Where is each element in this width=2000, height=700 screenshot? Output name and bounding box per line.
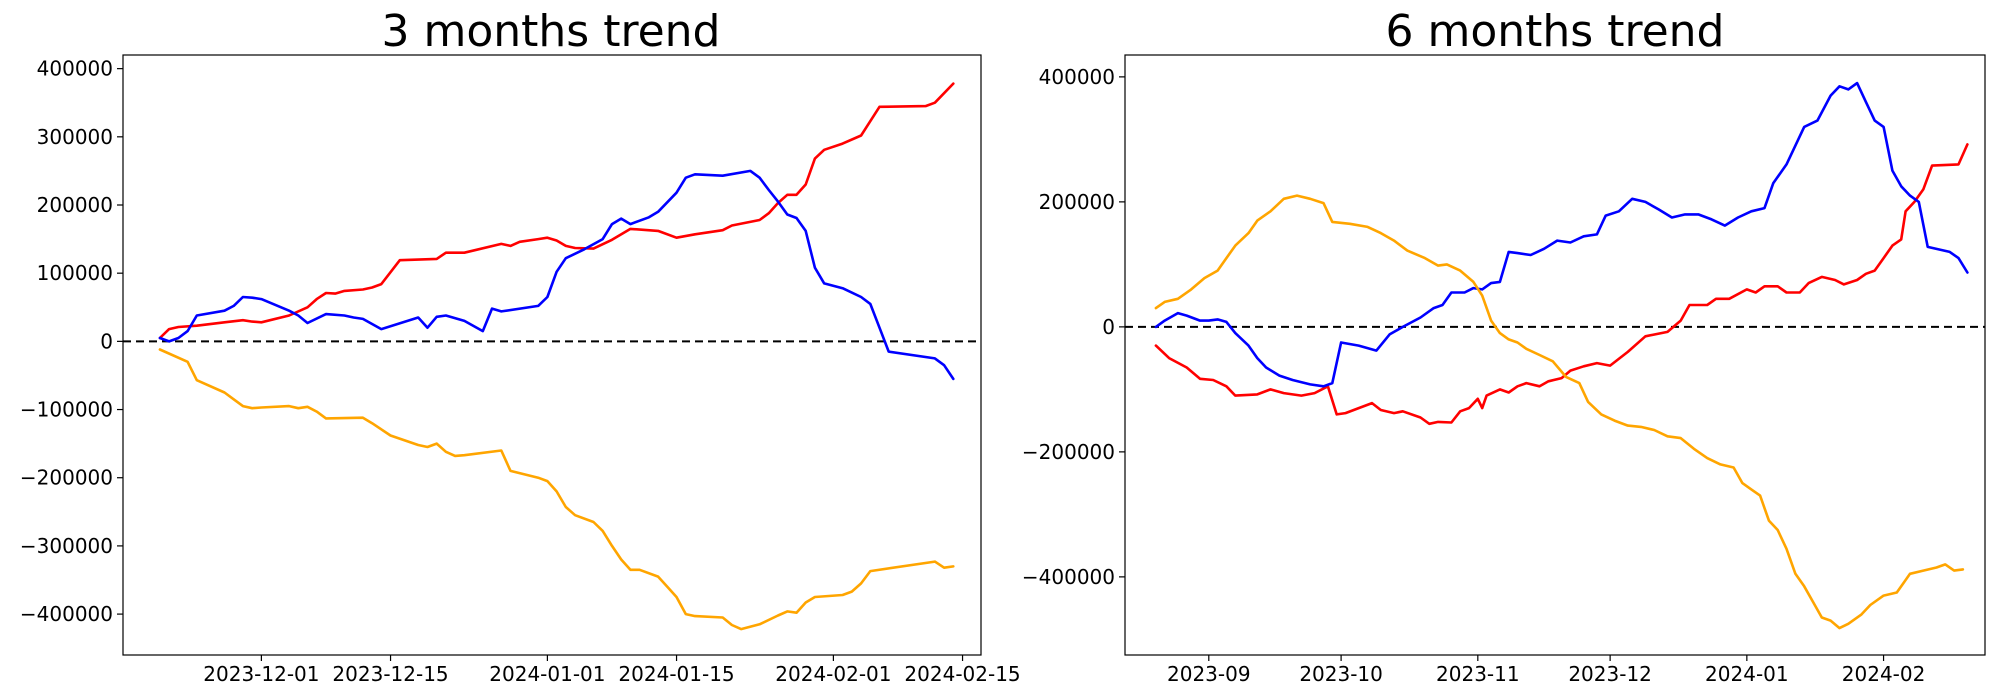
- y-tick-label: −100000: [20, 398, 113, 422]
- x-tick-label: 2024-02-15: [904, 662, 1020, 686]
- y-tick-label: −200000: [20, 466, 113, 490]
- series-line-3: [158, 348, 955, 631]
- x-tick-label: 2024-02-01: [775, 662, 891, 686]
- series-line-3: [1154, 194, 1965, 630]
- series-line-1: [158, 82, 955, 340]
- series-line-2: [1154, 81, 1969, 388]
- y-tick-label: 100000: [37, 261, 113, 285]
- x-axis: 2023-12-01 2023-12-15 2024-01-01 2024-01-15…: [203, 655, 1021, 686]
- x-tick-label: 2023-11: [1436, 662, 1520, 686]
- series-line-1: [1154, 143, 1969, 426]
- chart-6-months: 6 months trend 2023-09 2023-10 2023-11 2023…: [1022, 6, 1986, 686]
- series-line-2: [158, 169, 955, 381]
- y-tick-label: 0: [100, 329, 113, 353]
- x-tick-label: 2023-12-01: [203, 662, 319, 686]
- y-tick-label: 300000: [37, 125, 113, 149]
- y-tick-label: 200000: [1039, 190, 1115, 214]
- x-tick-label: 2023-09: [1167, 662, 1251, 686]
- plot-area: [1125, 81, 1985, 630]
- chart-3-months: 3 months trend 2023-12-01 2023-12-15 2024-…: [20, 6, 1021, 686]
- axes-frame: [1124, 54, 1986, 656]
- y-tick-label: −300000: [20, 534, 113, 558]
- y-axis: −400000 −200000 0 200000 400000: [1022, 65, 1125, 589]
- y-axis: −400000 −300000 −200000 −100000 0 100000 20000…: [20, 57, 123, 626]
- y-tick-label: −400000: [20, 602, 113, 626]
- y-tick-label: −200000: [1022, 440, 1115, 464]
- y-tick-label: 200000: [37, 193, 113, 217]
- y-tick-label: 400000: [1039, 65, 1115, 89]
- x-tick-label: 2023-12-15: [332, 662, 448, 686]
- x-tick-label: 2023-10: [1299, 662, 1383, 686]
- y-tick-label: −400000: [1022, 565, 1115, 589]
- y-tick-label: 400000: [37, 57, 113, 81]
- x-tick-label: 2024-01: [1705, 662, 1789, 686]
- x-tick-label: 2024-01-01: [489, 662, 605, 686]
- plot-area: [123, 82, 981, 631]
- chart-title: 6 months trend: [1386, 6, 1725, 57]
- chart-title: 3 months trend: [382, 6, 721, 57]
- x-tick-label: 2024-01-15: [618, 662, 734, 686]
- x-tick-label: 2024-02: [1842, 662, 1926, 686]
- axes-frame: [122, 54, 982, 656]
- x-tick-label: 2023-12: [1568, 662, 1652, 686]
- x-axis: 2023-09 2023-10 2023-11 2023-12 2024-01 2024-…: [1167, 655, 1925, 686]
- y-tick-label: 0: [1102, 315, 1115, 339]
